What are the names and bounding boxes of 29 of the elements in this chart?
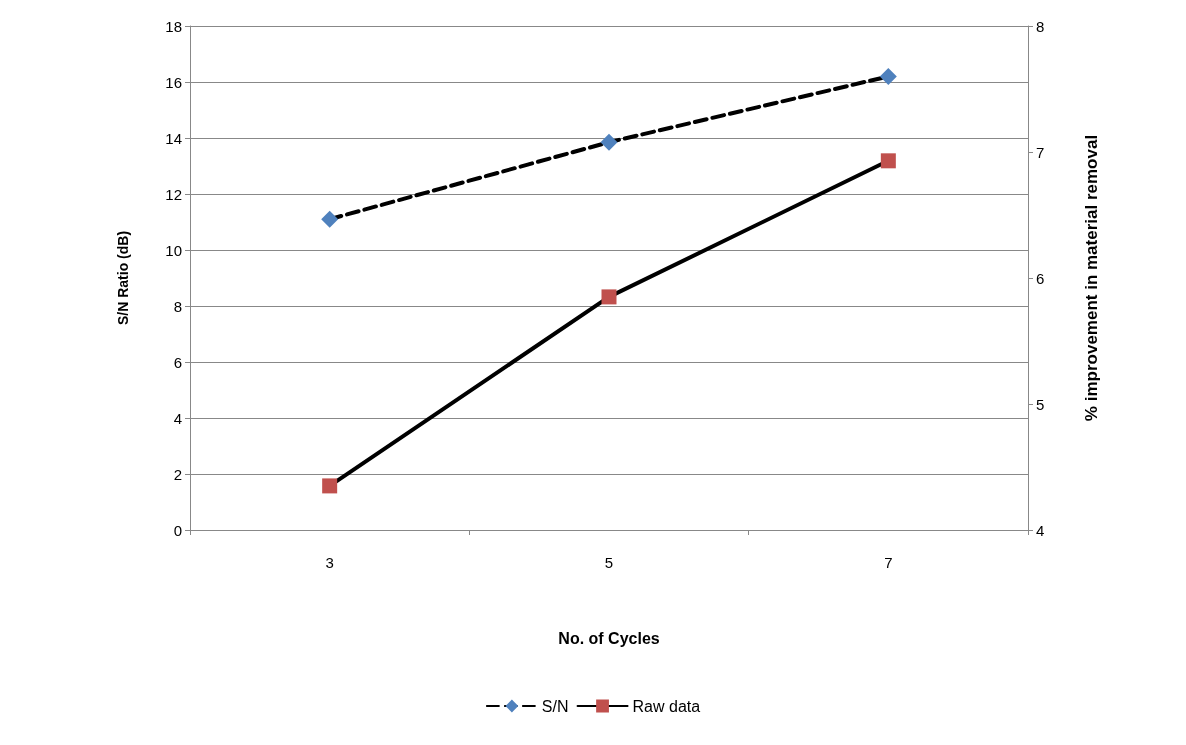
y-tick-label: 18: [165, 17, 182, 35]
point: [879, 67, 897, 85]
y2-tick-label: 8: [1036, 17, 1045, 35]
y2-tick-label: 7: [1036, 143, 1045, 161]
y-tick-label: 0: [173, 521, 182, 539]
y-tick-label: 10: [165, 241, 182, 259]
point: [322, 478, 338, 494]
x-axis-title: No. of Cycles: [558, 629, 660, 647]
y-tick-label: 12: [165, 185, 182, 203]
x-tick-label: 5: [604, 554, 614, 571]
y2-tick-label: 6: [1036, 269, 1045, 287]
y-tick-label: 2: [173, 465, 182, 483]
y-tick-label: 8: [173, 297, 182, 315]
point: [601, 289, 617, 305]
point: [321, 210, 339, 228]
x-tick-label: 3: [325, 554, 334, 571]
legend-label: S/N: [541, 697, 569, 715]
legend-label: Raw data: [632, 697, 701, 715]
y-tick-label: 14: [165, 129, 182, 147]
y2-tick-label: 5: [1036, 395, 1045, 413]
point: [880, 153, 896, 169]
y2-axis-title: % improvement in material removal: [1082, 134, 1101, 422]
y2-tick-label: 4: [1036, 521, 1045, 539]
y-axis-title: S/N Ratio (dB): [115, 230, 131, 326]
y-tick-label: 6: [173, 353, 182, 371]
y-tick-label: 4: [173, 409, 182, 427]
x-tick-label: 7: [884, 554, 893, 571]
point: [600, 133, 618, 151]
y-tick-label: 16: [165, 73, 182, 91]
